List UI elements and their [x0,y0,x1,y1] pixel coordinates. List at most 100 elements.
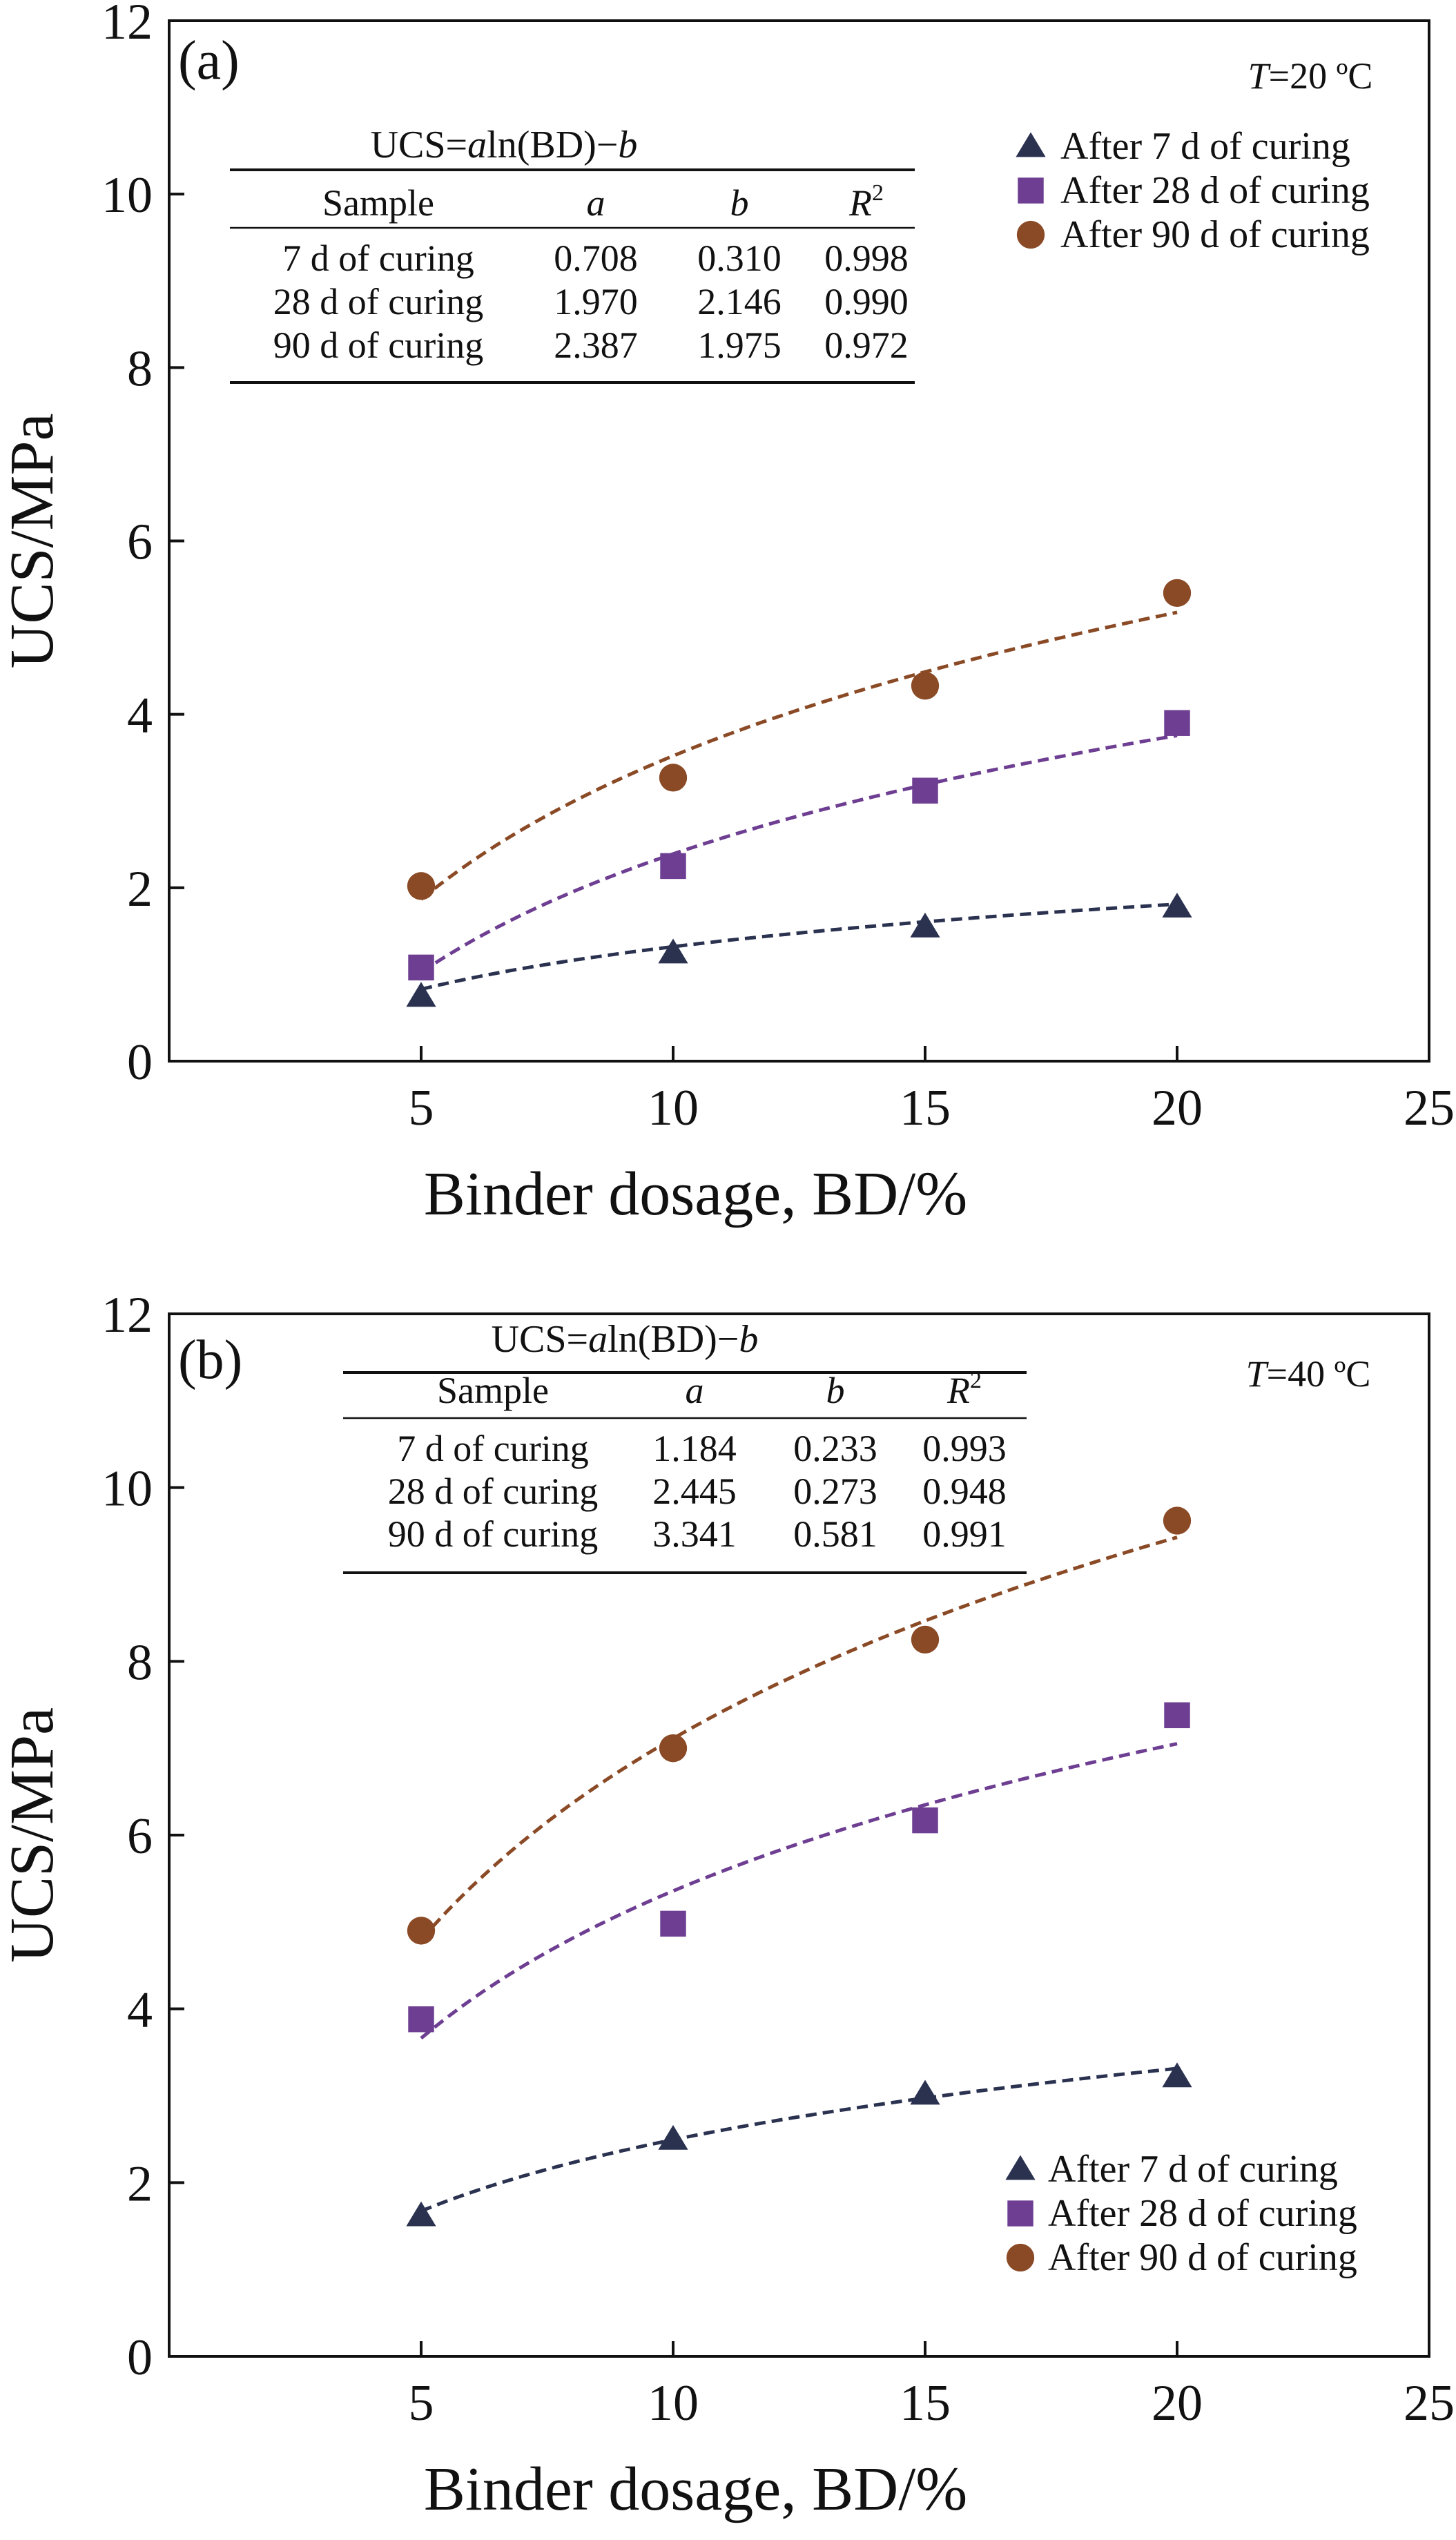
data-point-series-1 [658,2124,688,2150]
data-point-series-3 [1163,579,1192,608]
legend-marker-2 [1007,2200,1033,2227]
x-tick-label: 15 [900,1080,951,1136]
y-tick-label: 0 [127,1034,153,1091]
table-cell: 1.975 [697,324,782,366]
y-tick-label: 12 [101,1287,153,1344]
table-cell: 0.991 [922,1513,1007,1555]
data-point-series-1 [1162,2062,1192,2088]
fit-equation: UCS=aln(BD)−b [371,124,638,166]
table-cell: 3.341 [652,1513,737,1555]
table-cell: 90 d of curing [388,1513,598,1555]
data-point-series-3 [407,872,436,900]
table-cell: 90 d of curing [273,324,483,366]
chart-panel-1: 0 2 4 6 8 10 12 5 10 15 20 25 Binder dosage, BD/% UCS… [0,0,1455,1228]
legend-label-2: After 28 d of curing [1060,169,1370,212]
data-point-series-2 [660,1910,686,1937]
fit-curve-2 [420,733,1178,974]
fit-curve-1 [420,2066,1178,2213]
fit-curve-1 [420,902,1178,991]
table-header-cell: Sample [437,1370,549,1411]
table-cell: 0.273 [793,1471,877,1512]
y-tick-label: 12 [101,0,153,50]
data-point-series-2 [1164,1702,1190,1729]
table-header-cell: Sample [322,182,434,224]
y-axis-title: UCS/MPa [0,413,66,668]
x-axis-title: Binder dosage, BD/% [424,2455,967,2523]
table-header-cell: b [826,1370,845,1411]
table-cell: 2.387 [554,324,638,366]
data-point-series-2 [408,2006,434,2033]
chart-panel-2: 0 2 4 6 8 10 12 5 10 15 20 25 Binder dosage, BD/% UCS… [0,1287,1455,2523]
table-header-cell: b [730,182,749,224]
data-point-series-3 [911,1625,940,1654]
fit-equation: UCS=aln(BD)−b [492,1318,759,1361]
data-point-series-3 [659,1734,688,1763]
legend-marker-3 [1006,2243,1035,2272]
x-tick-label: 10 [648,2375,699,2432]
y-tick-label: 8 [127,340,153,397]
y-tick-label: 10 [101,1461,153,1518]
data-point-series-3 [407,1917,436,1945]
data-point-series-2 [912,1807,938,1834]
x-tick-label: 20 [1152,1080,1203,1136]
y-tick-label: 6 [127,1808,153,1865]
y-tick-label: 10 [101,167,153,224]
panel-label: (b) [178,1330,242,1390]
table-cell: 0.990 [824,281,909,322]
table-cell: 0.948 [922,1471,1007,1512]
y-tick-label: 0 [127,2329,153,2386]
y-tick-label: 4 [127,1982,153,2039]
y-tick-label: 2 [127,861,153,918]
data-point-series-1 [406,2201,436,2227]
data-point-series-3 [1163,1506,1192,1535]
legend-label-3: After 90 d of curing [1060,213,1370,256]
table-cell: 7 d of curing [282,237,474,279]
x-tick-label: 25 [1404,2375,1455,2432]
data-point-series-1 [910,2079,940,2105]
table-header-cell: R2 [848,180,884,224]
table-cell: 0.310 [697,237,782,279]
table-cell: 0.233 [793,1428,877,1469]
table-cell: 2.445 [652,1471,737,1512]
legend-label-2: After 28 d of curing [1048,2192,1357,2235]
y-tick-label: 8 [127,1634,153,1691]
table-cell: 28 d of curing [388,1471,598,1512]
data-point-series-3 [911,672,940,700]
legend-label-3: After 90 d of curing [1048,2236,1357,2279]
x-tick-label: 5 [409,2375,434,2432]
fit-curve-3 [420,610,1178,901]
x-tick-label: 10 [648,1080,699,1136]
table-cell: 0.972 [824,324,909,366]
legend-marker-1 [1016,132,1046,157]
legend-label-1: After 7 d of curing [1060,125,1350,168]
table-header-cell: a [686,1370,704,1411]
data-point-series-2 [660,853,686,880]
fit-curve-3 [420,1535,1178,1941]
table-cell: 0.993 [922,1428,1007,1469]
data-point-series-2 [912,777,938,804]
data-point-series-2 [408,954,434,981]
legend-marker-3 [1016,220,1045,249]
table-cell: 7 d of curing [397,1428,588,1469]
table-cell: 0.708 [554,237,638,279]
table-cell: 2.146 [697,281,782,322]
table-cell: 28 d of curing [273,281,483,322]
temperature-label: T=20 ºC [1248,55,1373,97]
y-tick-label: 2 [127,2155,153,2212]
temperature-label: T=40 ºC [1246,1353,1371,1395]
table-cell: 0.998 [824,237,909,279]
y-tick-label: 4 [127,688,153,744]
y-axis-title: UCS/MPa [0,1707,66,1963]
data-point-series-2 [1164,710,1190,736]
legend-marker-1 [1005,2155,1036,2180]
x-tick-label: 15 [900,2375,951,2432]
y-tick-label: 6 [127,514,153,571]
data-point-series-1 [1162,892,1192,918]
data-point-series-1 [658,938,688,964]
legend-label-1: After 7 d of curing [1048,2148,1338,2191]
table-header-cell: R2 [947,1368,982,1411]
legend-marker-2 [1018,177,1044,204]
